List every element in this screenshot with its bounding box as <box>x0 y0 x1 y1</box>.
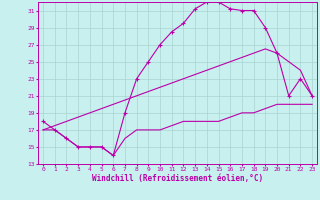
X-axis label: Windchill (Refroidissement éolien,°C): Windchill (Refroidissement éolien,°C) <box>92 174 263 183</box>
